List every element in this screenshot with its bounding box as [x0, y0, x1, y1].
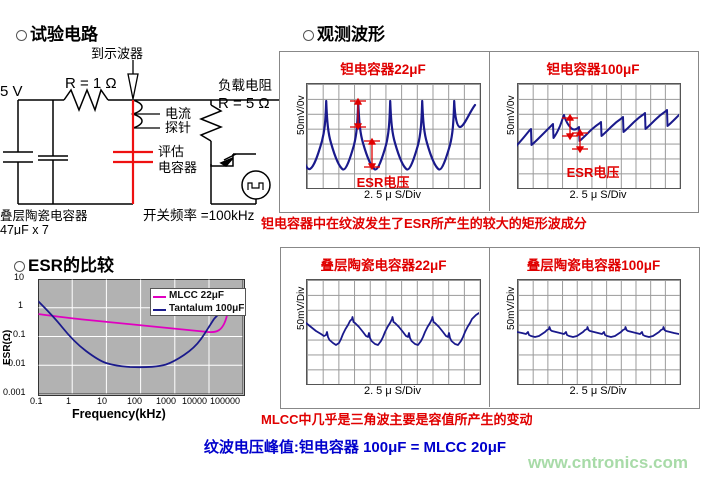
svg-text:探针: 探针 [165, 120, 191, 135]
svg-text:开关频率 =100kHz: 开关频率 =100kHz [143, 207, 255, 223]
svg-text:叠层陶瓷电容器: 叠层陶瓷电容器 [0, 208, 88, 223]
svg-text:到示波器: 到示波器 [91, 46, 143, 61]
svg-text:R = 5 Ω: R = 5 Ω [218, 95, 270, 112]
svg-text:负载电阻: 负载电阻 [218, 78, 272, 93]
svg-text:5 V: 5 V [0, 83, 23, 100]
svg-text:评估: 评估 [158, 144, 184, 159]
svg-text:47μF x 7: 47μF x 7 [0, 223, 49, 235]
svg-text:电容器: 电容器 [158, 160, 197, 175]
svg-text:R = 1 Ω: R = 1 Ω [65, 75, 117, 92]
svg-text:电流: 电流 [165, 106, 191, 121]
